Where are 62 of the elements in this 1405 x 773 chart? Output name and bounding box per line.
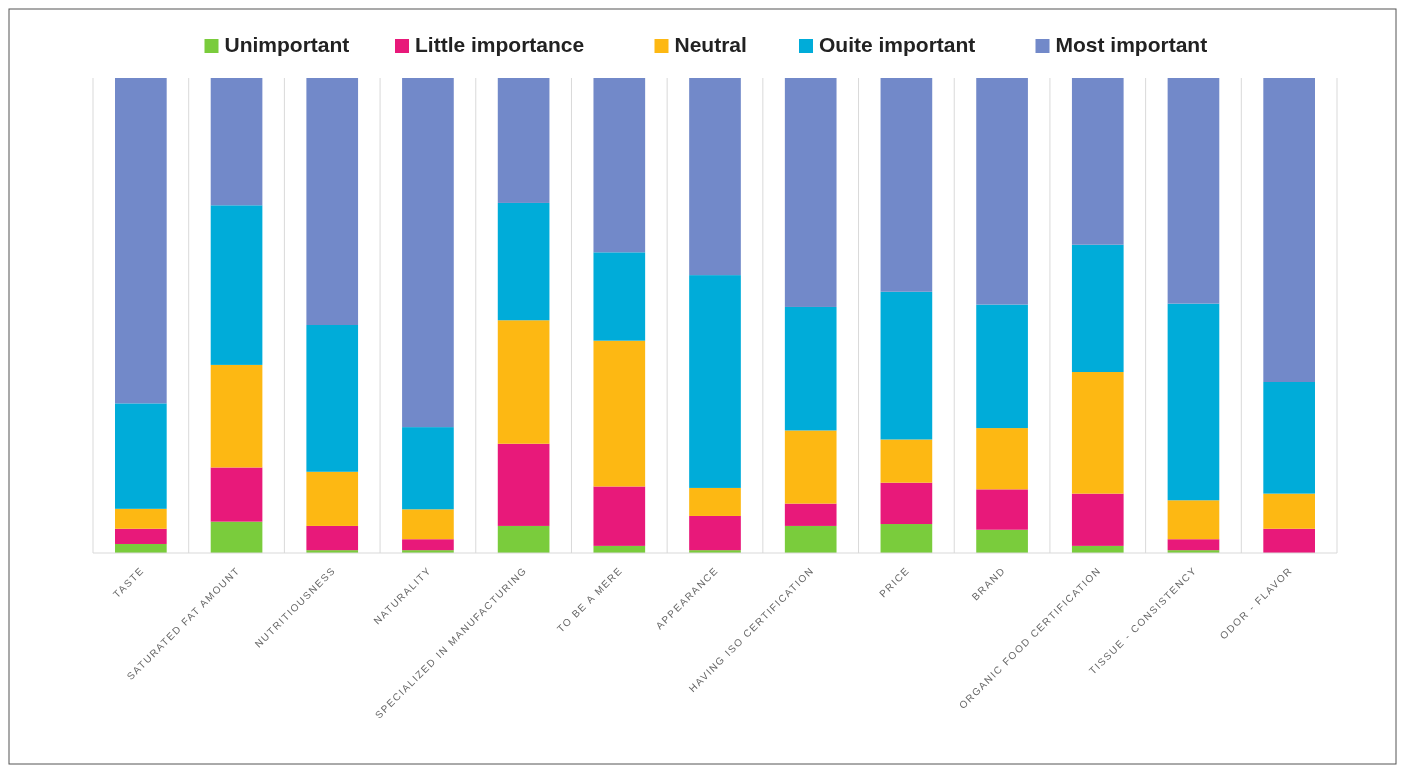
bar [593,78,646,253]
bar [1263,493,1315,529]
bar [689,515,741,551]
bar [497,443,550,526]
bar [1167,303,1220,501]
bar [784,78,837,307]
bar [210,364,263,468]
bar [497,320,550,444]
bar [497,78,550,203]
bar [784,306,837,431]
bar [306,525,359,551]
bar [1263,78,1315,382]
bar [976,78,1028,305]
bar [976,428,1028,490]
bar [306,325,359,472]
bar [1167,539,1220,551]
bar [115,508,167,529]
bar [1071,244,1124,373]
bar [1071,78,1124,245]
bar [689,487,741,516]
bar [880,524,933,553]
bar [115,403,167,509]
legend-label: Ouite important [819,33,976,56]
bar [402,509,454,540]
bar [210,521,263,553]
bar [976,489,1028,530]
bar [402,427,454,510]
bar [880,439,933,483]
bar [306,471,359,526]
bar [1167,500,1220,540]
bar [784,525,837,553]
bar [402,78,454,428]
legend-label: Unimportant [224,33,350,56]
bar [689,78,741,276]
bar [1071,372,1124,494]
bar [880,291,933,440]
bar [210,467,263,522]
bar [210,78,263,206]
bar [306,78,359,325]
bar [1167,78,1220,304]
bar [1071,493,1124,546]
bar [1263,528,1315,553]
bar [593,252,646,341]
bar [784,503,837,526]
bar [115,78,167,404]
bar [689,275,741,488]
bar [784,430,837,504]
bar [115,528,167,544]
bar [976,529,1028,553]
bar [976,304,1028,429]
bar [402,539,454,551]
bar [880,78,933,292]
bar [497,525,550,553]
bar [880,482,933,525]
legend-label: Neutral [674,33,747,56]
bar [210,205,263,365]
bar [1263,382,1315,494]
legend-label: Little importance [415,33,585,56]
legend-label: Most important [1055,33,1208,56]
bar [497,202,550,321]
bar [593,340,646,487]
bar [593,486,646,546]
